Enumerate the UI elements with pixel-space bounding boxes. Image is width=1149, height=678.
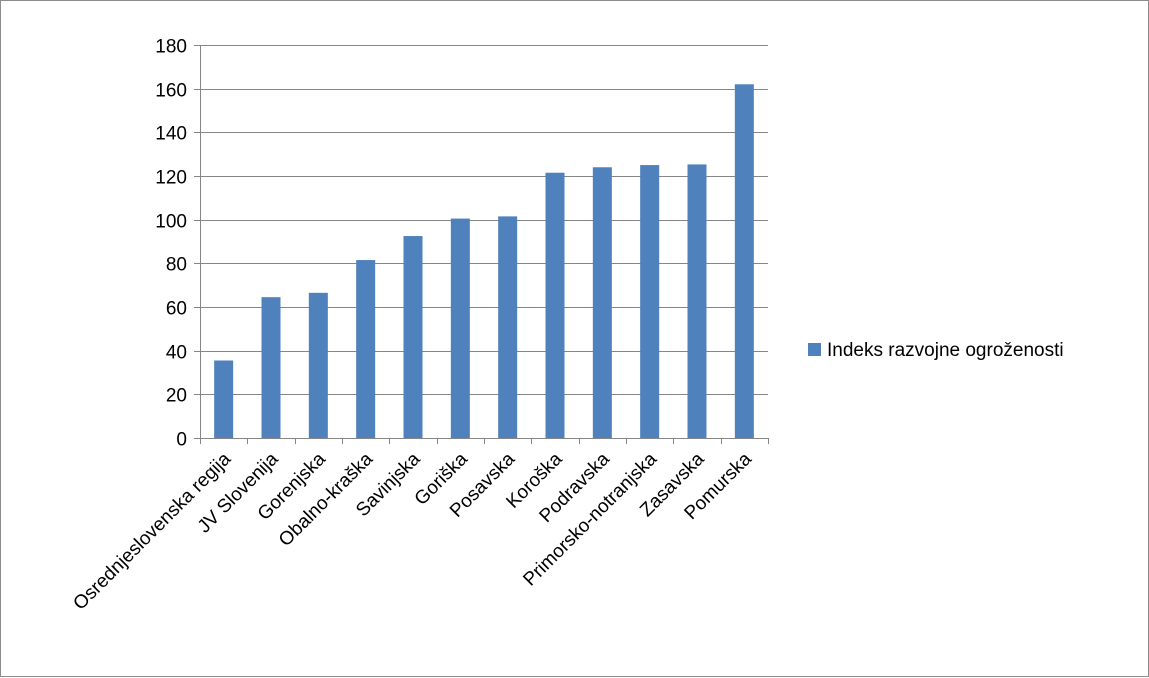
y-axis-ticks: 0 20 40 60 80 100 120 140 160 180 bbox=[155, 37, 187, 451]
bar bbox=[545, 172, 565, 438]
y-tick-label: 100 bbox=[155, 212, 187, 233]
gridlines bbox=[200, 45, 768, 395]
axes bbox=[194, 45, 769, 444]
legend: Indeks razvojne ogroženosti bbox=[808, 340, 1064, 361]
bar bbox=[734, 84, 754, 439]
bar bbox=[261, 297, 281, 438]
legend-swatch bbox=[808, 343, 821, 356]
bar bbox=[356, 260, 376, 438]
y-tick-label: 180 bbox=[155, 37, 187, 58]
bar bbox=[403, 236, 423, 438]
y-tick-label: 120 bbox=[155, 168, 187, 189]
bar bbox=[640, 165, 660, 438]
bar bbox=[214, 360, 234, 438]
legend-label: Indeks razvojne ogroženosti bbox=[827, 340, 1064, 361]
bar bbox=[687, 164, 707, 438]
y-tick-label: 80 bbox=[166, 255, 187, 276]
y-tick-label: 40 bbox=[166, 343, 187, 364]
bar bbox=[592, 167, 612, 438]
y-tick-label: 20 bbox=[166, 386, 187, 407]
y-tick-label: 60 bbox=[166, 299, 187, 320]
bars bbox=[214, 84, 754, 439]
bar bbox=[498, 216, 518, 438]
bar bbox=[308, 292, 328, 438]
y-tick-label: 140 bbox=[155, 124, 187, 145]
y-tick-label: 0 bbox=[176, 430, 187, 451]
y-tick-label: 160 bbox=[155, 81, 187, 102]
bar bbox=[450, 218, 470, 438]
